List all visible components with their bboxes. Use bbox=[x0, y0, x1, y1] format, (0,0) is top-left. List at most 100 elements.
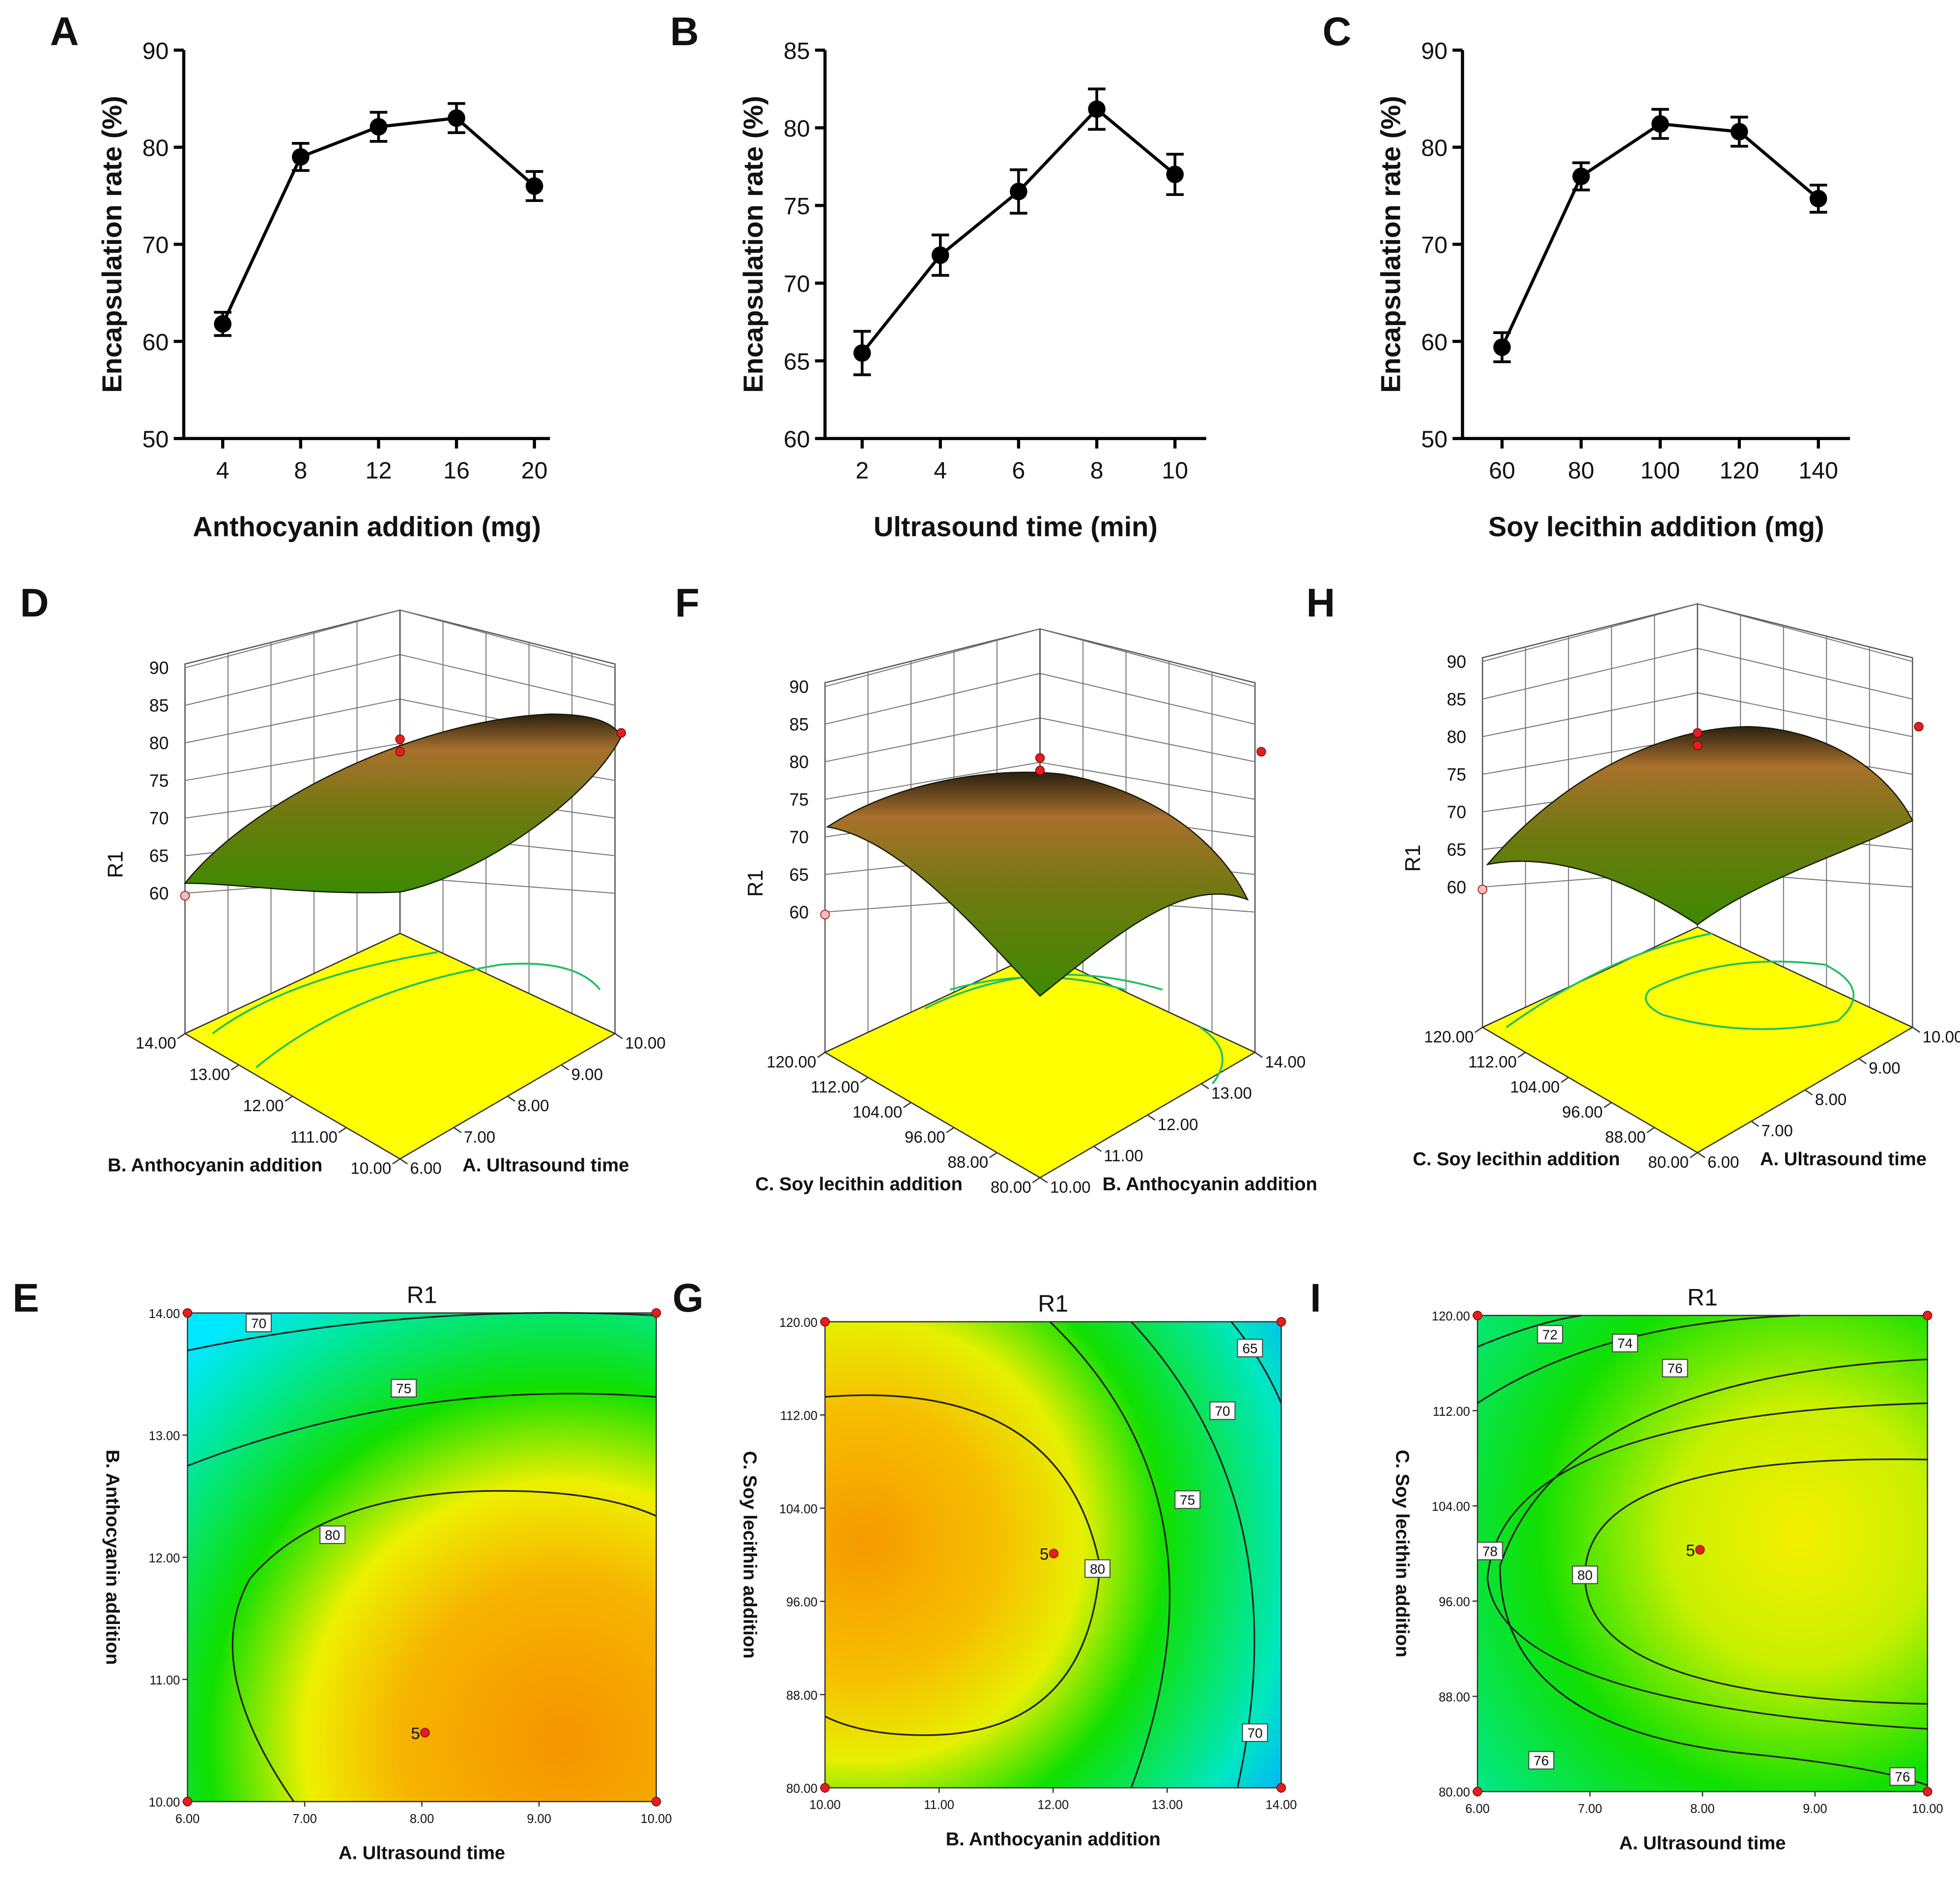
right-axis-tick-label: 8.00 bbox=[1815, 1091, 1846, 1109]
data-point bbox=[932, 246, 949, 264]
design-point bbox=[820, 910, 830, 920]
y-tick-label: 96.00 bbox=[786, 1596, 818, 1609]
design-point bbox=[1256, 747, 1266, 757]
x-tick-label: 11.00 bbox=[924, 1798, 954, 1812]
contour-label-box bbox=[1662, 1359, 1688, 1377]
y-tick-label: 14.00 bbox=[149, 1307, 180, 1321]
z-axis-title: R1 bbox=[744, 869, 767, 897]
panel-label: D bbox=[20, 581, 49, 625]
left-axis-tick-label: 10.00 bbox=[351, 1160, 392, 1178]
y-tick-label: 90 bbox=[142, 38, 169, 64]
response-surface bbox=[1486, 726, 1914, 925]
contour-label-box bbox=[1477, 1542, 1503, 1561]
left-axis-tick bbox=[177, 1033, 186, 1039]
design-point bbox=[1923, 1787, 1932, 1796]
x-tick-label: 13.00 bbox=[1152, 1798, 1183, 1812]
y-tick-label: 112.00 bbox=[780, 1409, 818, 1423]
y-tick-label: 80 bbox=[1421, 135, 1448, 161]
design-point bbox=[1276, 1317, 1286, 1327]
y-tick-label: 12.00 bbox=[149, 1551, 180, 1565]
y-tick-label: 104.00 bbox=[779, 1502, 818, 1516]
design-point bbox=[1276, 1783, 1286, 1793]
design-point bbox=[1693, 728, 1703, 738]
design-point bbox=[180, 891, 190, 901]
right-axis-tick-label: 6.00 bbox=[1707, 1153, 1739, 1172]
x-tick-label: 6 bbox=[1012, 457, 1025, 484]
x-axis-title: B. Anthocyanin addition bbox=[946, 1829, 1161, 1850]
contour-line bbox=[187, 1393, 656, 1467]
left-axis-tick bbox=[817, 1052, 825, 1058]
panel-label: C bbox=[1323, 9, 1352, 54]
floor-contour bbox=[256, 962, 601, 1068]
contour-label: 70 bbox=[1215, 1403, 1230, 1419]
contour-label-box bbox=[1528, 1751, 1555, 1770]
y-tick-label: 75 bbox=[784, 193, 810, 220]
z-tick-label: 80 bbox=[149, 733, 169, 753]
left-axis-tick bbox=[946, 1127, 955, 1133]
design-point bbox=[1473, 1311, 1482, 1320]
right-axis-tick bbox=[561, 1064, 569, 1071]
left-axis-tick-label: 96.00 bbox=[1562, 1103, 1603, 1121]
y-tick-label: 60 bbox=[784, 426, 810, 452]
y-tick-label: 70 bbox=[142, 232, 169, 258]
z-tick-label: 90 bbox=[149, 658, 169, 678]
panel-label: I bbox=[1310, 1276, 1321, 1320]
y-tick-label: 80 bbox=[142, 135, 169, 161]
data-point bbox=[1088, 100, 1106, 118]
data-point bbox=[1572, 168, 1590, 185]
right-axis-tick-label: 14.00 bbox=[1265, 1053, 1306, 1071]
design-point bbox=[651, 1796, 661, 1807]
contour-label-box bbox=[1209, 1401, 1236, 1420]
z-tick-label: 75 bbox=[149, 771, 169, 791]
left-axis-tick bbox=[1689, 1152, 1698, 1158]
left-axis-tick-label: 112.00 bbox=[1468, 1053, 1517, 1071]
z-tick-label: 75 bbox=[789, 790, 809, 810]
right-axis-tick-label: 10.00 bbox=[1923, 1028, 1960, 1046]
x-tick-label: 8 bbox=[1090, 457, 1104, 484]
y-tick-label: 120.00 bbox=[1432, 1310, 1470, 1323]
left-axis-tick-label: 120.00 bbox=[767, 1053, 816, 1071]
x-tick-label: 12.00 bbox=[1037, 1798, 1069, 1812]
panel-label: H bbox=[1306, 581, 1335, 625]
panel-label: A bbox=[50, 9, 79, 54]
right-axis-tick bbox=[1254, 1052, 1263, 1058]
design-point bbox=[1923, 1311, 1932, 1320]
data-point bbox=[1809, 190, 1827, 208]
y-tick-label: 50 bbox=[142, 426, 169, 452]
y-axis-title: Encapsulation rate (%) bbox=[738, 96, 768, 393]
y-tick-label: 60 bbox=[1421, 329, 1448, 356]
floor-contour bbox=[212, 951, 438, 1035]
right-axis-title: B. Anthocyanin addition bbox=[1103, 1174, 1317, 1195]
right-axis-tick-label: 7.00 bbox=[1761, 1122, 1793, 1140]
left-axis-tick-label: 104.00 bbox=[1510, 1078, 1560, 1096]
x-tick-label: 10.00 bbox=[641, 1812, 672, 1826]
data-line bbox=[1501, 122, 1819, 348]
left-axis-tick-label: 88.00 bbox=[948, 1153, 989, 1172]
contour-line bbox=[1499, 1358, 1928, 1786]
data-point bbox=[1730, 123, 1748, 140]
x-tick-label: 6.00 bbox=[175, 1812, 200, 1826]
right-axis-tick bbox=[453, 1127, 462, 1133]
data-point bbox=[214, 315, 232, 333]
data-point bbox=[525, 177, 543, 195]
y-tick-label: 10.00 bbox=[149, 1796, 180, 1810]
x-tick-label: 140 bbox=[1798, 457, 1838, 484]
center-point bbox=[1695, 1545, 1705, 1555]
data-point bbox=[448, 109, 465, 127]
center-point-count: 5 bbox=[1040, 1545, 1049, 1564]
x-tick-label: 9.00 bbox=[527, 1812, 551, 1826]
right-axis-tick-label: 9.00 bbox=[1869, 1060, 1900, 1078]
data-point bbox=[1166, 166, 1184, 183]
x-tick-label: 12 bbox=[366, 457, 392, 484]
right-axis-tick bbox=[614, 1033, 623, 1039]
x-axis-title: Ultrasound time (min) bbox=[874, 511, 1158, 542]
y-tick-label: 80.00 bbox=[1439, 1786, 1470, 1799]
z-tick-label: 60 bbox=[149, 884, 169, 903]
x-tick-label: 7.00 bbox=[292, 1812, 317, 1826]
design-point bbox=[820, 1783, 830, 1793]
left-axis-tick bbox=[1517, 1052, 1526, 1058]
right-axis-tick-label: 10.00 bbox=[625, 1035, 666, 1053]
right-axis-tick-label: 12.00 bbox=[1158, 1116, 1198, 1134]
data-point bbox=[853, 344, 871, 362]
